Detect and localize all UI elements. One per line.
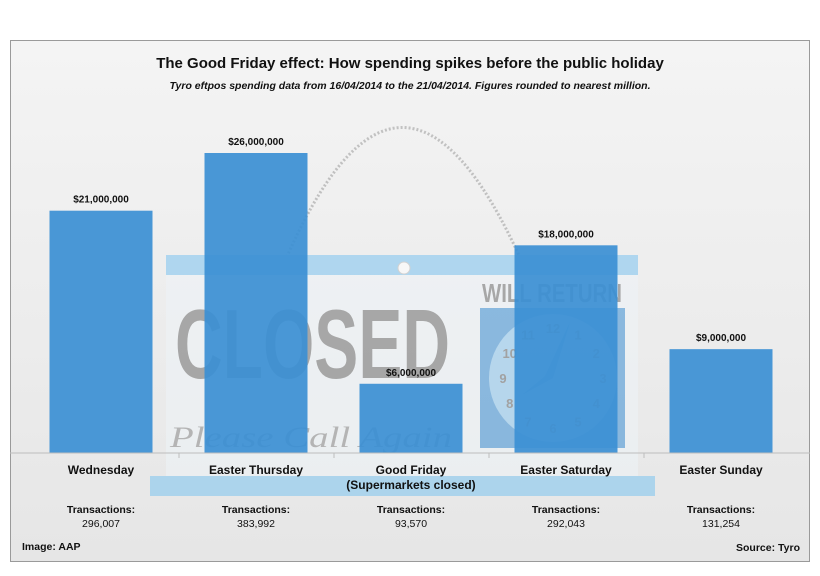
- x-axis-ticks: [178, 453, 645, 458]
- x-tick-label-0: Wednesday: [67, 463, 135, 477]
- transactions-label: Transactions:: [376, 504, 446, 516]
- transactions-label: Transactions:: [66, 504, 136, 516]
- data-label-3: $18,000,000: [538, 229, 594, 240]
- transactions-2: Transactions: 93,570: [336, 503, 486, 531]
- transactions-1: Transactions: 383,992: [181, 503, 331, 531]
- transactions-3: Transactions: 292,043: [491, 503, 641, 531]
- bar-4: [669, 349, 773, 453]
- clock-number-9: 9: [499, 371, 506, 386]
- sign-chain: [280, 126, 524, 269]
- transactions-value: 383,992: [237, 518, 275, 530]
- source-label: Source: Tyro: [736, 542, 800, 554]
- bar-0: [49, 210, 153, 453]
- sign-bottom-bar: [150, 476, 655, 496]
- clock-number-10: 10: [502, 346, 516, 361]
- data-label-2: $6,000,000: [386, 368, 436, 379]
- transactions-value: 93,570: [394, 518, 428, 530]
- x-tick-label-3: Easter Saturday: [520, 463, 612, 477]
- transactions-0: Transactions: 296,007: [26, 503, 176, 531]
- bar-3: [514, 245, 618, 453]
- x-tick-label-1: Easter Thursday: [208, 463, 304, 477]
- bars-group: $21,000,000 $26,000,000 $6,000,000 $18,000,…: [49, 137, 773, 453]
- transactions-label: Transactions:: [221, 504, 291, 516]
- transactions-label: Transactions:: [531, 504, 601, 516]
- x-tick-label-2: Good Friday (Supermarkets closed): [346, 463, 476, 492]
- transactions-4: Transactions: 131,254: [646, 503, 796, 531]
- transactions-value: 131,254: [702, 518, 740, 530]
- data-label-0: $21,000,000: [73, 195, 129, 206]
- x-tick-label-4: Easter Sunday: [679, 463, 763, 477]
- data-label-4: $9,000,000: [696, 333, 746, 344]
- transactions-label: Transactions:: [686, 504, 756, 516]
- chart-subtitle: Tyro eftpos spending data from 16/04/201…: [169, 80, 651, 92]
- data-label-1: $26,000,000: [228, 137, 284, 148]
- bar-1: [204, 153, 308, 453]
- chart-title: The Good Friday effect: How spending spi…: [156, 55, 664, 72]
- sign-hook: [397, 261, 411, 275]
- image-credit: Image: AAP: [22, 541, 81, 553]
- clock-number-8: 8: [506, 396, 513, 411]
- transactions-value: 296,007: [82, 518, 120, 530]
- bar-2: [359, 383, 463, 453]
- transactions-value: 292,043: [547, 518, 585, 530]
